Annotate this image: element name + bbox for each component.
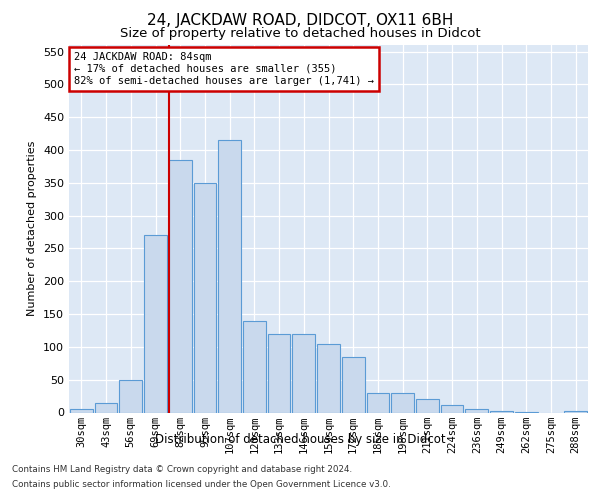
Bar [564, 411, 587, 412]
Bar [95, 402, 118, 412]
Bar [194, 183, 216, 412]
Bar [416, 400, 439, 412]
Bar [441, 404, 463, 412]
Bar [243, 320, 266, 412]
Bar [342, 356, 365, 412]
Text: 24 JACKDAW ROAD: 84sqm
← 17% of detached houses are smaller (355)
82% of semi-de: 24 JACKDAW ROAD: 84sqm ← 17% of detached… [74, 52, 374, 86]
Text: Size of property relative to detached houses in Didcot: Size of property relative to detached ho… [119, 28, 481, 40]
Bar [70, 409, 93, 412]
Text: Distribution of detached houses by size in Didcot: Distribution of detached houses by size … [155, 432, 445, 446]
Text: Contains HM Land Registry data © Crown copyright and database right 2024.: Contains HM Land Registry data © Crown c… [12, 465, 352, 474]
Bar [169, 160, 191, 412]
Bar [490, 411, 513, 412]
Bar [292, 334, 315, 412]
Y-axis label: Number of detached properties: Number of detached properties [28, 141, 37, 316]
Bar [466, 409, 488, 412]
Bar [218, 140, 241, 412]
Bar [317, 344, 340, 412]
Bar [367, 393, 389, 412]
Bar [268, 334, 290, 412]
Text: Contains public sector information licensed under the Open Government Licence v3: Contains public sector information licen… [12, 480, 391, 489]
Bar [144, 236, 167, 412]
Bar [391, 393, 414, 412]
Text: 24, JACKDAW ROAD, DIDCOT, OX11 6BH: 24, JACKDAW ROAD, DIDCOT, OX11 6BH [147, 12, 453, 28]
Bar [119, 380, 142, 412]
